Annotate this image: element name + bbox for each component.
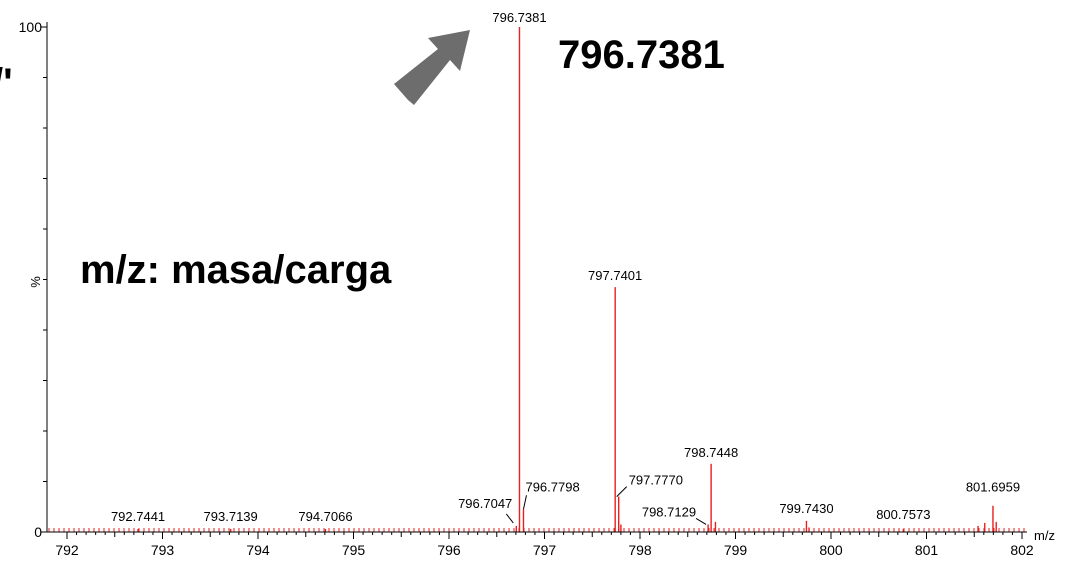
peak-label: 796.7798 <box>525 479 579 494</box>
peak-label: 800.7573 <box>876 507 930 522</box>
peak-label: 796.7047 <box>458 496 512 511</box>
edge-glyph: /' <box>0 61 13 105</box>
x-ticks: 792 793 794 795 796 797 798 799 800 801 802 <box>55 532 1034 558</box>
spectrum-peaks <box>137 27 997 532</box>
x-tick-label: 799 <box>724 542 748 558</box>
x-tick-label: 794 <box>246 542 270 558</box>
x-tick-label: 801 <box>915 542 939 558</box>
x-tick-label: 802 <box>1010 542 1034 558</box>
x-tick-label: 797 <box>533 542 557 558</box>
label-leader <box>505 513 514 524</box>
peak-label: 793.7139 <box>204 509 258 524</box>
y-ticks: 0 100 <box>19 19 47 540</box>
peak-label: 797.7770 <box>629 473 683 488</box>
x-tick-label: 795 <box>342 542 366 558</box>
label-leader <box>616 486 628 498</box>
baseline-noise <box>48 528 1025 532</box>
peak-label: 792.7441 <box>111 509 165 524</box>
peak-label: 798.7129 <box>642 504 696 519</box>
y-tick-label: 0 <box>34 524 42 540</box>
label-leader <box>695 517 707 525</box>
x-tick-label: 800 <box>819 542 843 558</box>
peak-label: 801.6959 <box>966 480 1020 495</box>
peak-label: 798.7448 <box>684 445 738 460</box>
peak-label: 797.7401 <box>588 268 642 283</box>
x-tick-label: 793 <box>151 542 175 558</box>
label-leader <box>522 495 527 510</box>
base-peak-highlight: 796.7381 <box>558 33 725 77</box>
x-axis-title: m/z <box>1034 528 1055 543</box>
y-axis-title: % <box>28 276 43 288</box>
peak-label: 794.7066 <box>298 509 352 524</box>
peak-label: 796.7381 <box>492 10 546 25</box>
x-tick-label: 798 <box>628 542 652 558</box>
peak-label: 799.7430 <box>779 501 833 516</box>
mz-caption: m/z: masa/carga <box>80 248 392 292</box>
x-tick-label: 796 <box>437 542 461 558</box>
highlight-arrow <box>394 30 470 105</box>
x-tick-label: 792 <box>55 542 79 558</box>
y-tick-label: 100 <box>19 19 43 35</box>
